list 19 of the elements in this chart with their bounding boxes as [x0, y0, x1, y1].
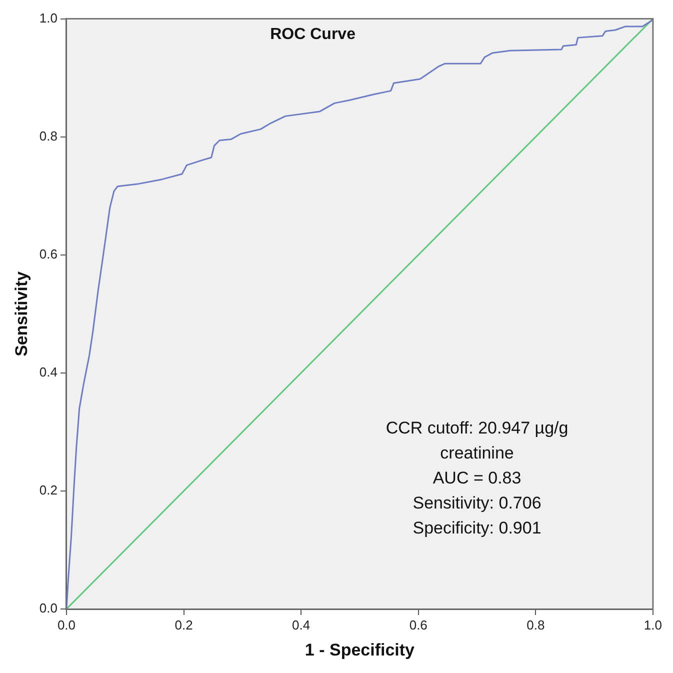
- chart-title: ROC Curve: [270, 26, 356, 44]
- annotation: Sensitivity: 0.706: [412, 493, 542, 512]
- y-axis-title: Sensitivity: [12, 270, 31, 356]
- x-tick-label: 0.6: [409, 617, 428, 632]
- y-tick-label: 0.0: [39, 600, 58, 616]
- annotation: CCR cutoff: 20.947 µg/g creatinine: [386, 418, 568, 462]
- annotation: Specificity: 0.901: [412, 518, 542, 538]
- x-axis-title: 1 - Specificity: [304, 640, 416, 660]
- y-tick-label: 0.4: [39, 364, 58, 380]
- y-tick-label: 0.6: [39, 246, 58, 262]
- annotation: AUC = 0.83: [432, 468, 522, 488]
- x-tick-label: 1.0: [644, 617, 662, 632]
- x-tick-label: 0.4: [292, 617, 310, 632]
- y-tick-label: 0.8: [39, 128, 58, 144]
- x-tick-label: 0.2: [174, 617, 193, 632]
- x-tick-label: 0.8: [526, 617, 545, 632]
- y-tick-label: 1.0: [39, 10, 58, 26]
- x-tick-label: 0.0: [57, 617, 76, 632]
- y-tick-label: 0.2: [39, 482, 58, 498]
